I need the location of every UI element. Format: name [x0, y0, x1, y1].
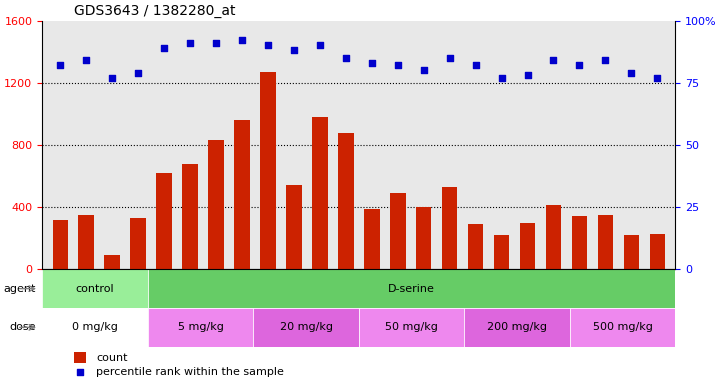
Bar	[338, 132, 353, 269]
Point	[600, 57, 611, 63]
Point	[470, 62, 482, 68]
Point	[133, 70, 144, 76]
Point	[81, 57, 92, 63]
Bar	[624, 235, 639, 269]
Point	[314, 42, 326, 48]
Point	[159, 45, 170, 51]
FancyBboxPatch shape	[570, 308, 676, 347]
Point	[211, 40, 222, 46]
Bar	[74, 352, 87, 363]
Bar	[546, 205, 561, 269]
Text: percentile rank within the sample: percentile rank within the sample	[96, 367, 284, 377]
Bar	[416, 207, 431, 269]
Bar	[79, 215, 94, 269]
Bar	[494, 235, 509, 269]
Point	[699, 285, 710, 291]
Bar	[131, 218, 146, 269]
FancyBboxPatch shape	[148, 269, 676, 308]
Bar	[468, 224, 483, 269]
Text: 500 mg/kg: 500 mg/kg	[593, 322, 653, 332]
Bar	[53, 220, 68, 269]
Point	[522, 72, 534, 78]
Bar	[572, 217, 587, 269]
FancyBboxPatch shape	[253, 308, 359, 347]
Point	[574, 62, 585, 68]
Bar	[650, 233, 665, 269]
Text: agent: agent	[4, 284, 36, 294]
Point	[496, 75, 508, 81]
Bar	[208, 140, 224, 269]
Point	[55, 62, 66, 68]
FancyBboxPatch shape	[359, 308, 464, 347]
Text: D-serine: D-serine	[388, 284, 435, 294]
Bar	[390, 193, 405, 269]
Bar	[598, 215, 613, 269]
Text: 200 mg/kg: 200 mg/kg	[487, 322, 547, 332]
Bar	[286, 185, 301, 269]
Bar	[105, 255, 120, 269]
Bar	[234, 120, 249, 269]
Bar	[156, 173, 172, 269]
Point	[626, 70, 637, 76]
Point	[366, 60, 378, 66]
FancyBboxPatch shape	[42, 308, 148, 347]
Point	[107, 75, 118, 81]
Text: dose: dose	[9, 322, 36, 332]
Text: control: control	[76, 284, 114, 294]
Bar	[260, 72, 275, 269]
Point	[444, 55, 456, 61]
FancyBboxPatch shape	[464, 308, 570, 347]
Point	[548, 57, 559, 63]
Bar	[520, 223, 535, 269]
Text: GDS3643 / 1382280_at: GDS3643 / 1382280_at	[74, 4, 235, 18]
Bar	[364, 209, 379, 269]
Text: 5 mg/kg: 5 mg/kg	[177, 322, 224, 332]
Point	[236, 37, 248, 43]
Point	[652, 75, 663, 81]
FancyBboxPatch shape	[148, 308, 253, 347]
Point	[340, 55, 352, 61]
Point	[185, 40, 196, 46]
Bar	[182, 164, 198, 269]
Text: count: count	[96, 353, 128, 362]
Point	[262, 42, 274, 48]
Text: 0 mg/kg: 0 mg/kg	[72, 322, 118, 332]
Bar	[442, 187, 457, 269]
Point	[392, 62, 404, 68]
Text: 50 mg/kg: 50 mg/kg	[385, 322, 438, 332]
Text: 20 mg/kg: 20 mg/kg	[280, 322, 332, 332]
Point	[288, 47, 300, 53]
FancyBboxPatch shape	[42, 269, 148, 308]
Bar	[312, 117, 327, 269]
Point	[418, 67, 430, 73]
